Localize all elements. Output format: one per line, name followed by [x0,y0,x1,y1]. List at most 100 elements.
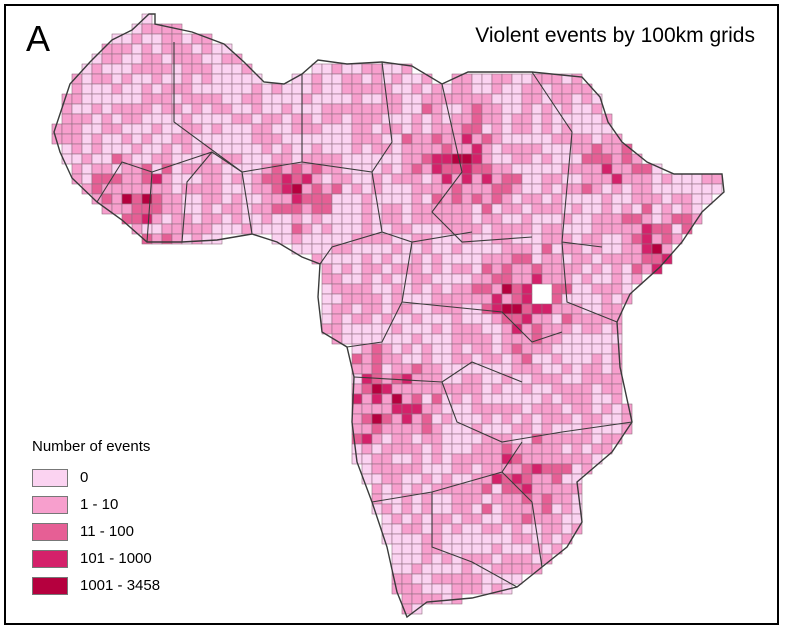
grid-cell [621,263,633,275]
grid-cell [541,133,553,145]
grid-cell [611,143,623,155]
grid-cell [381,183,393,195]
grid-cell [521,363,533,375]
grid-cell [141,53,153,65]
grid-cell [321,273,333,285]
grid-cell [71,103,83,115]
grid-cell [371,283,383,295]
grid-cell [471,293,483,305]
grid-cell [111,63,123,75]
grid-cell [181,43,193,55]
grid-cell [311,183,323,195]
grid-cell [481,263,493,275]
grid-cell [541,223,553,235]
grid-cell [551,93,563,105]
grid-cell [381,233,393,245]
grid-cell [341,253,353,265]
grid-cell [361,253,373,265]
grid-cell [331,73,343,85]
grid-cell [201,183,213,195]
grid-cell [181,193,193,205]
grid-cell [481,173,493,185]
grid-cell [551,453,563,465]
grid-cell [601,303,613,315]
grid-cell [241,83,253,95]
grid-cell [341,63,353,75]
panel-label: A [26,18,51,59]
grid-cell [531,483,543,495]
grid-cell [551,153,563,165]
grid-cell [331,173,343,185]
grid-cell [331,263,343,275]
grid-cell [361,93,373,105]
grid-cell [201,43,213,55]
grid-cell [541,243,553,255]
grid-cell [611,303,623,315]
grid-cell [541,143,553,155]
grid-cell [581,363,593,375]
grid-cell [391,103,403,115]
grid-cell [491,133,503,145]
grid-cell [451,423,463,435]
grid-cell [411,483,423,495]
grid-cell [81,133,93,145]
grid-cell [381,193,393,205]
grid-cell [61,113,73,125]
grid-cell [541,323,553,335]
grid-cell [371,253,383,265]
grid-cell [521,433,533,445]
grid-cell [581,93,593,105]
grid-cell [211,133,223,145]
grid-cell [661,223,673,235]
grid-cell [571,133,583,145]
grid-cell [501,133,513,145]
grid-cell [381,503,393,515]
grid-cell [211,203,223,215]
grid-cell [551,533,563,545]
grid-cell [571,363,583,375]
grid-cell [591,173,603,185]
country-border [531,71,603,248]
grid-cell [421,133,433,145]
grid-cell [511,533,523,545]
grid-cell [471,343,483,355]
grid-cell [511,183,523,195]
grid-cell [351,173,363,185]
grid-cell [531,453,543,465]
grid-cell [481,333,493,345]
grid-cell [571,463,583,475]
grid-cell [571,253,583,265]
grid-cell [481,103,493,115]
grid-cell [441,143,453,155]
grid-cell [221,123,233,135]
grid-cell [391,333,403,345]
grid-cell [561,443,573,455]
grid-cell [371,433,383,445]
grid-cell [391,563,403,575]
grid-cell [541,103,553,115]
grid-cell [391,223,403,235]
grid-cell [361,103,373,115]
grid-cell [111,183,123,195]
grid-cell [601,183,613,195]
grid-cell [351,443,363,455]
grid-cell [481,203,493,215]
grid-cell [461,73,473,85]
grid-cell [431,113,443,125]
grid-cell [391,413,403,425]
grid-cell [151,223,163,235]
grid-cell [461,273,473,285]
grid-cell [381,383,393,395]
grid-cell [591,153,603,165]
grid-cell [551,443,563,455]
grid-cell [501,303,513,315]
grid-cell [61,143,73,155]
grid-cell [591,193,603,205]
grid-cell [431,243,443,255]
grid-cell [501,83,513,95]
grid-cell [461,463,473,475]
grid-cell [311,203,323,215]
legend-swatch [32,468,68,487]
grid-cell [421,323,433,335]
grid-cell [501,113,513,125]
